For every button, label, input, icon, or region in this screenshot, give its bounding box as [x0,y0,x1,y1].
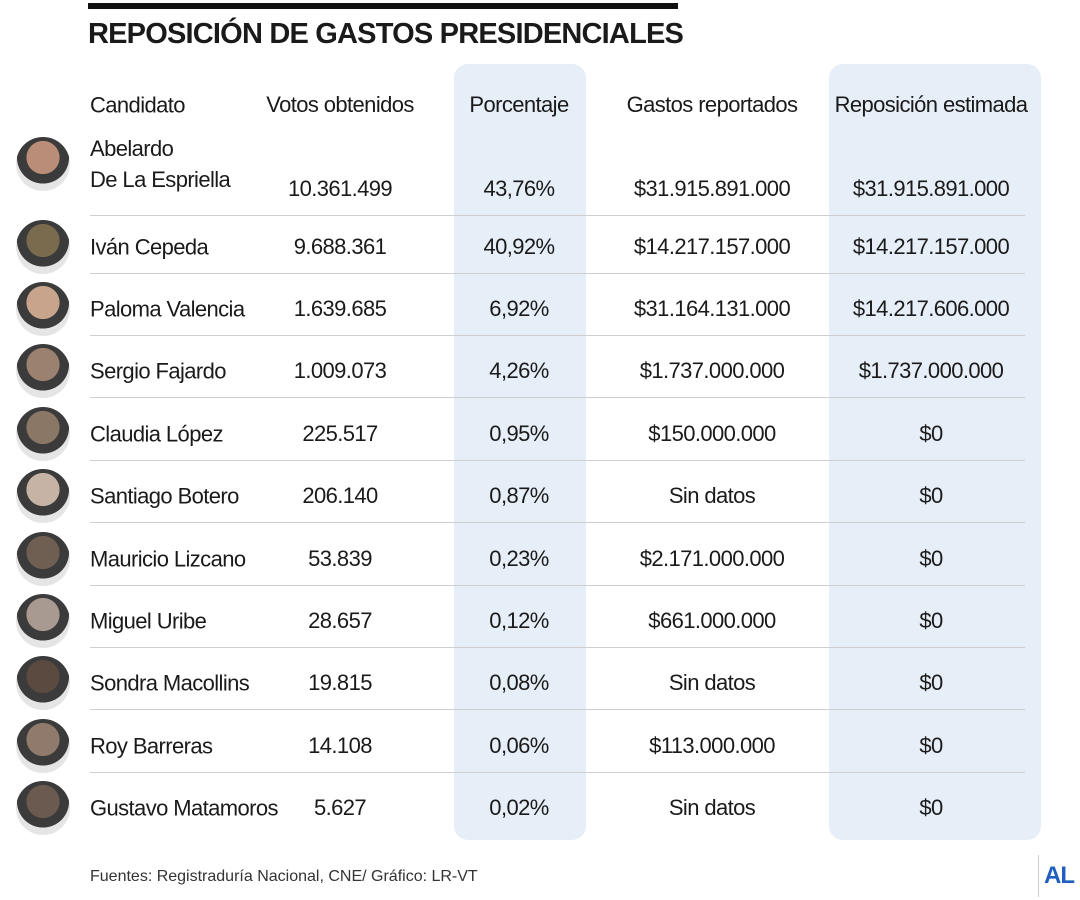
table-cell: 53.839 [308,545,372,571]
table-cell: 1.009.073 [293,358,387,384]
candidate-name: Santiago Botero [90,483,239,509]
row-separator [90,709,1025,711]
column-header: Gastos reportados [626,92,798,117]
table-cell: $661.000.000 [648,607,776,633]
table-cell: Sin datos [668,483,756,509]
candidate-photo [16,781,70,836]
table-cell: $14.217.157.000 [633,233,791,259]
row-separator [90,272,1025,274]
row-separator [90,397,1025,399]
table-cell: 206.140 [302,483,378,509]
row-separator [90,459,1025,461]
table-cell: $31.915.891.000 [633,176,791,201]
table-cell: 10.361.499 [287,176,393,201]
table-cell: $14.217.157.000 [852,233,1010,259]
source-note: Fuentes: Registraduría Nacional, CNE/ Gr… [90,868,478,885]
table-cell: 9.688.361 [293,233,387,259]
candidate-photo [16,137,70,191]
table-cell: $14.217.606.000 [852,295,1010,321]
table-cell: 28.657 [308,607,372,633]
row-separator [90,334,1025,336]
table-cell: 1.639.685 [293,295,387,321]
table-cell: 19.815 [308,670,372,696]
table-cell: 6,92% [489,295,549,321]
candidate-name: Miguel Uribe [90,608,207,634]
candidate-photo [16,219,70,274]
candidate-photo [16,593,70,648]
row-separator [90,771,1025,773]
column-header: Reposición estimada [834,92,1028,117]
table-cell: 0,06% [489,732,549,758]
table-cell: 43,76% [483,176,555,201]
logo-divider [1038,855,1039,897]
candidate-name: Claudia López [90,421,223,447]
table-cell: $2.171.000.000 [639,545,785,571]
table-cell: 14.108 [308,732,372,758]
row-separator [90,215,1025,216]
table-cell: $31.164.131.000 [633,295,791,321]
candidate-photo [16,718,70,773]
candidate-photo [16,406,70,461]
table-cell: $31.915.891.000 [852,176,1010,201]
table-cell: 5.627 [313,795,367,821]
candidate-photo [16,531,70,586]
candidate-name: Sergio Fajardo [90,358,227,384]
table-cell: $0 [919,732,943,758]
candidate-name: Iván Cepeda [90,234,209,259]
candidate-photo [16,469,70,524]
column-header: Votos obtenidos [266,92,414,117]
title: REPOSICIÓN DE GASTOS PRESIDENCIALES [88,18,684,50]
table-cell: 0,23% [489,545,549,571]
table-cell: $113.000.000 [649,732,775,758]
table-cell: $0 [919,545,943,571]
column-header: Candidato [90,92,186,118]
table-cell: $0 [919,795,943,821]
table-cell: 0,95% [489,420,549,446]
row-separator [90,584,1025,586]
table-cell: $0 [919,607,943,633]
table-cell: Sin datos [668,670,756,696]
candidate-name: Sondra Macollins [90,670,250,696]
table-cell: 4,26% [489,358,549,384]
table-cell: 0,87% [489,483,549,509]
logo: AL [1044,862,1075,889]
candidate-name: Mauricio Lizcano [90,546,246,571]
row-separator [90,522,1025,524]
table-cell: 0,02% [489,795,549,821]
table-cell: $1.737.000.000 [639,358,785,384]
candidate-photo [16,344,70,399]
table-cell: $0 [919,483,943,509]
candidate-name: Abelardo De La Espriella [90,136,231,192]
table-cell: $0 [919,420,943,446]
table-cell: 40,92% [483,233,555,259]
highlight-band [454,64,586,840]
candidate-name: Gustavo Matamoros [90,795,278,821]
table-cell: 225.517 [302,420,378,446]
candidate-name: Paloma Valencia [90,296,245,322]
highlight-band [829,64,1041,840]
table-cell: 0,12% [489,607,549,633]
table-cell: $150.000.000 [648,420,776,446]
row-separator [90,646,1025,648]
candidate-photo [16,281,70,336]
table-cell: Sin datos [668,795,756,821]
column-header: Porcentaje [469,92,569,117]
table-cell: $1.737.000.000 [858,358,1004,384]
top-rule [88,3,678,9]
candidate-photo [16,656,70,711]
table-cell: 0,08% [489,670,549,696]
candidate-name: Roy Barreras [90,733,213,759]
table-cell: $0 [919,670,943,696]
